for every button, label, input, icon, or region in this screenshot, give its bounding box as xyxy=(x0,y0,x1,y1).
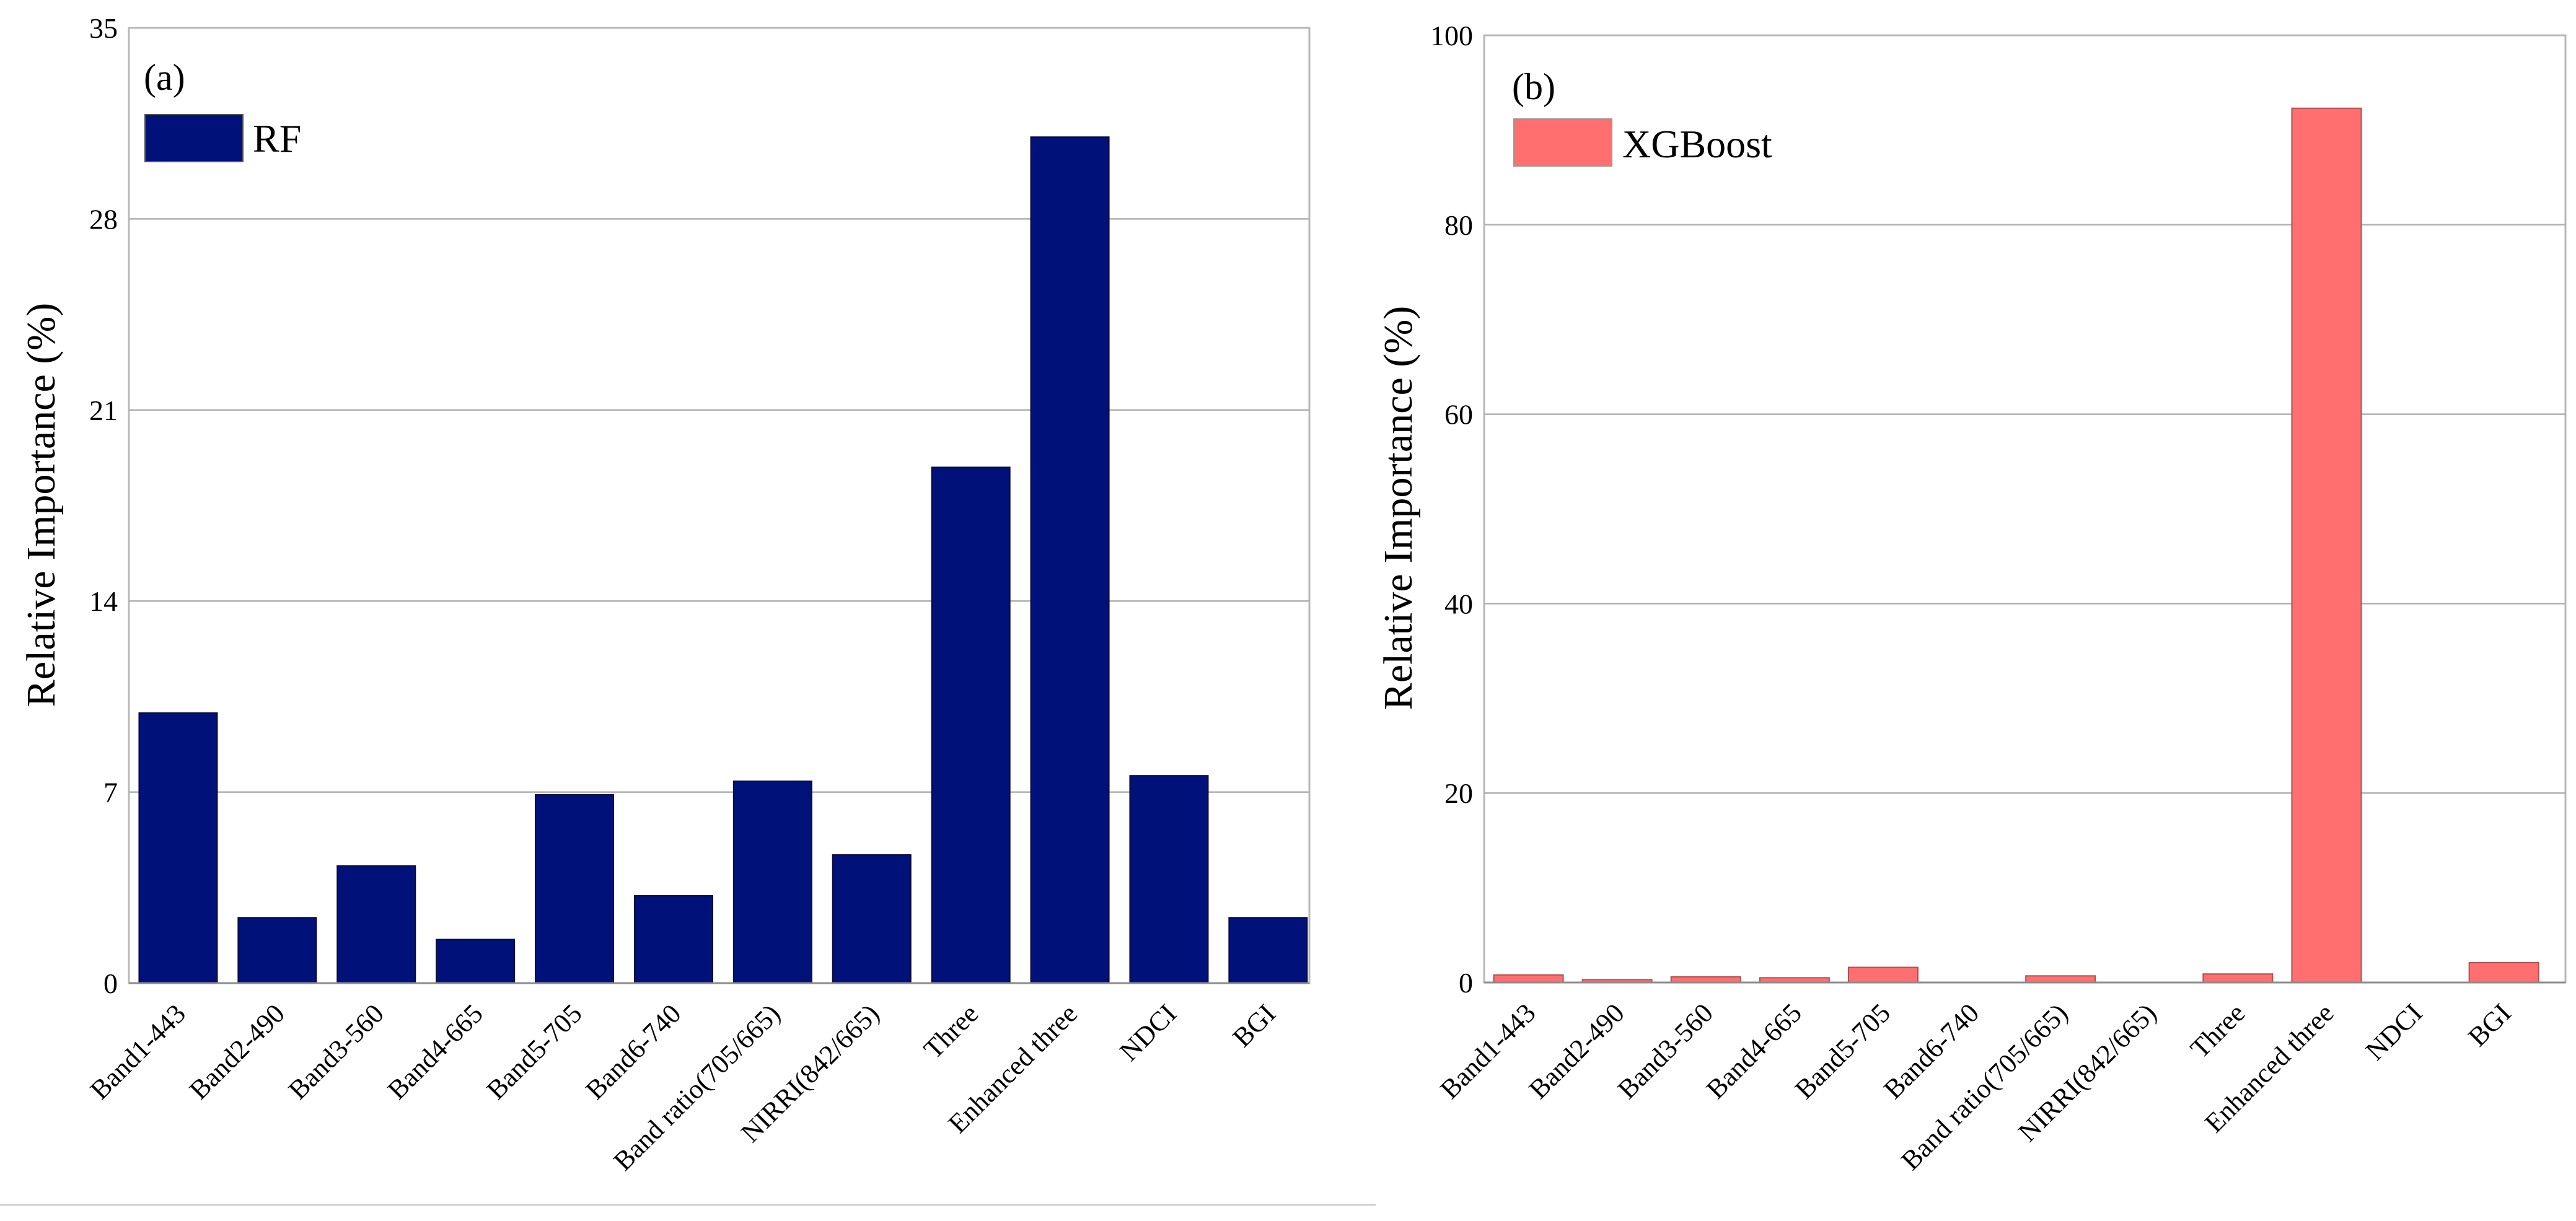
x-tick-labels-b: Band1-443Band2-490Band3-560Band4-665Band… xyxy=(1435,997,2517,1176)
x-tick-label-b-2: Band3-560 xyxy=(1612,997,1719,1105)
y-tick-label-a-0: 0 xyxy=(103,968,118,999)
bar-a-3 xyxy=(436,939,516,984)
y-tick-label-a-2: 14 xyxy=(89,585,118,617)
y-tick-label-b-5: 100 xyxy=(1430,20,1473,51)
y-tick-label-b-2: 40 xyxy=(1444,588,1473,619)
x-tick-label-b-8: Three xyxy=(2184,997,2251,1064)
y-axis-label-b: Relative Importance (%) xyxy=(1376,306,1421,710)
bar-a-1 xyxy=(237,917,317,984)
y-tick-labels-a: 0 7 14 21 28 35 xyxy=(89,12,118,999)
x-tick-label-a-8: Three xyxy=(918,998,984,1064)
x-tick-label-a-5: Band6-740 xyxy=(580,998,687,1105)
x-tick-label-a-11: BGI xyxy=(1227,998,1281,1053)
x-tick-label-a-6: Band ratio(705/665) xyxy=(608,998,786,1176)
x-tick-label-a-4: Band5-705 xyxy=(481,998,588,1105)
bar-a-10 xyxy=(1129,775,1209,984)
bar-a-8 xyxy=(931,466,1011,984)
x-tick-label-a-10: NDCI xyxy=(1114,998,1182,1067)
x-tick-label-a-1: Band2-490 xyxy=(183,998,291,1105)
y-tick-label-b-0: 0 xyxy=(1459,967,1473,999)
bar-a-6 xyxy=(732,780,812,984)
y-tick-label-a-5: 35 xyxy=(89,12,118,44)
panel-label-b: (b) xyxy=(1512,66,1555,107)
x-tick-label-b-0: Band1-443 xyxy=(1435,997,1542,1105)
bar-a-2 xyxy=(336,865,416,984)
y-axis-label-a: Relative Importance (%) xyxy=(19,303,64,707)
legend-swatch-b xyxy=(1513,118,1612,167)
bar-a-11 xyxy=(1228,917,1308,984)
x-tick-label-b-1: Band2-490 xyxy=(1523,997,1630,1105)
bar-b-9 xyxy=(2291,107,2362,983)
plot-area-a xyxy=(128,27,1311,984)
y-tick-label-b-1: 20 xyxy=(1444,777,1473,809)
x-tick-label-a-3: Band4-665 xyxy=(382,998,489,1105)
gridlines-a xyxy=(129,218,1309,793)
y-tick-label-a-3: 21 xyxy=(89,395,118,426)
legend-swatch-a xyxy=(144,114,244,162)
bar-a-5 xyxy=(633,895,713,984)
x-tick-label-b-11: BGI xyxy=(2462,997,2517,1052)
gridlines-b xyxy=(1484,224,2565,794)
y-tick-label-b-4: 80 xyxy=(1444,209,1473,241)
bar-b-0 xyxy=(1493,974,1564,983)
bar-a-0 xyxy=(138,712,218,984)
bar-a-7 xyxy=(832,854,912,984)
x-tick-label-b-3: Band4-665 xyxy=(1700,997,1808,1105)
x-tick-label-b-4: Band5-705 xyxy=(1789,997,1896,1105)
x-tick-label-b-10: NDCI xyxy=(2360,997,2429,1066)
legend-label-b: XGBoost xyxy=(1622,122,1772,166)
y-tick-label-a-1: 7 xyxy=(103,777,118,808)
bar-b-8 xyxy=(2202,973,2274,984)
bar-b-6 xyxy=(2025,975,2096,983)
y-tick-labels-b: 0 20 40 60 80 100 xyxy=(1430,20,1473,999)
bar-b-11 xyxy=(2468,961,2539,983)
plot-area-b xyxy=(1483,34,2567,984)
bar-a-9 xyxy=(1030,136,1110,984)
y-tick-label-a-4: 28 xyxy=(89,203,118,235)
bars-a xyxy=(138,136,1308,984)
y-tick-label-b-3: 60 xyxy=(1444,399,1473,431)
chart-panel-b: 0 20 40 60 80 100 Band1-443Band2-490Band3-560… xyxy=(1376,20,2567,1176)
legend-label-a: RF xyxy=(253,116,301,160)
panel-label-a: (a) xyxy=(144,57,185,98)
bar-a-4 xyxy=(535,794,615,984)
x-tick-label-a-0: Band1-443 xyxy=(84,998,191,1105)
bar-b-4 xyxy=(1847,966,1919,984)
x-tick-labels-a: Band1-443Band2-490Band3-560Band4-665Band… xyxy=(84,998,1281,1176)
x-tick-label-b-6: Band ratio(705/665) xyxy=(1895,997,2073,1176)
x-tick-label-a-2: Band3-560 xyxy=(283,998,390,1105)
bars-b xyxy=(1493,107,2539,984)
